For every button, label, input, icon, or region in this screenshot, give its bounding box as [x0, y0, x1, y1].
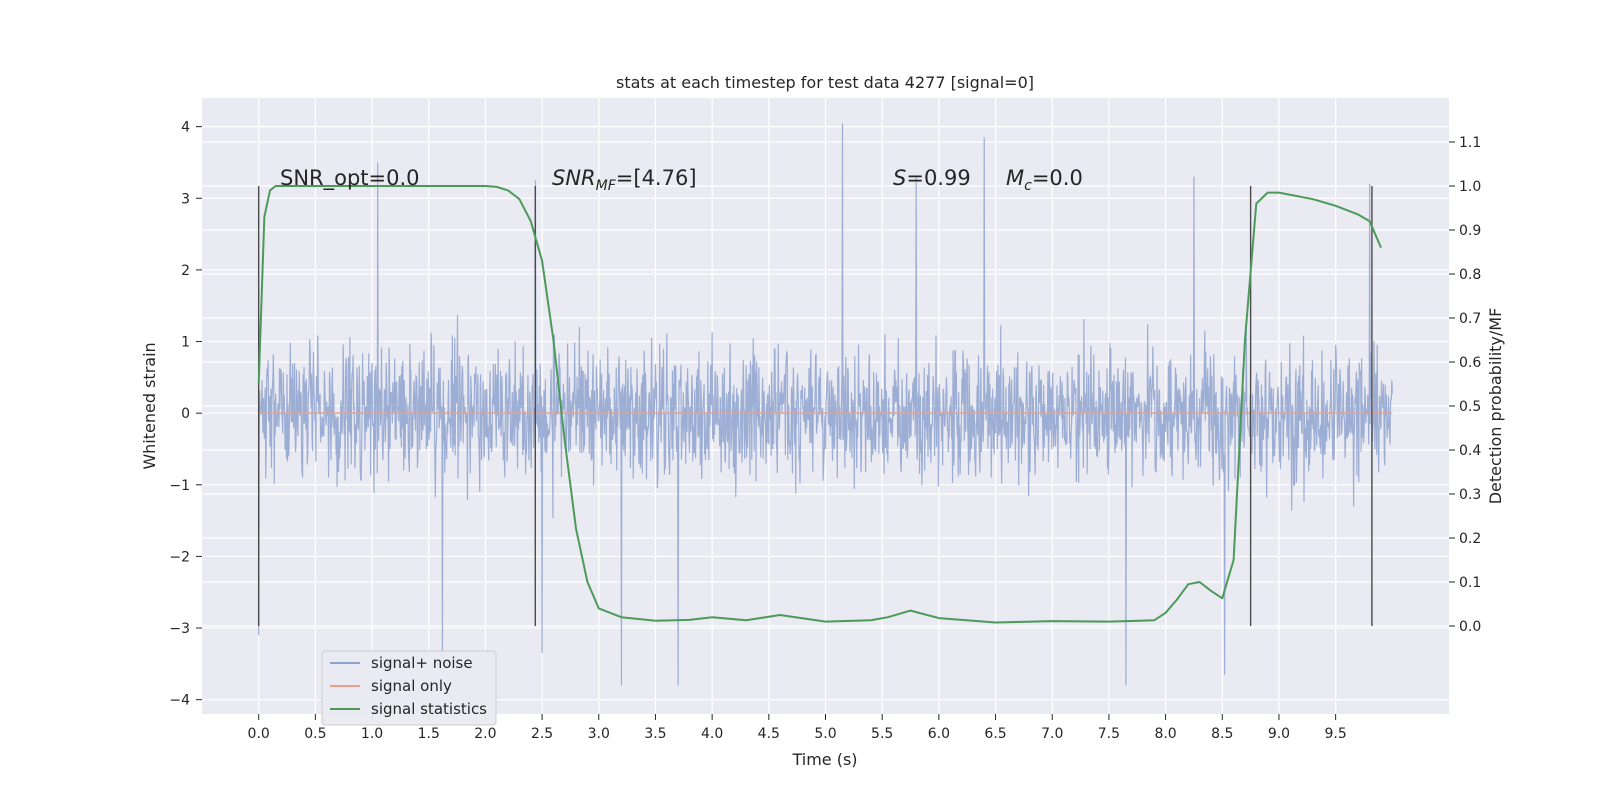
signal-statistics-line — [257, 185, 1382, 624]
annotation-snr-mf: SNRMF=[4.76] — [552, 166, 697, 194]
x-tick-label: 1.5 — [418, 726, 440, 742]
x-tick-label: 7.0 — [1041, 726, 1063, 742]
signal-statistics-series — [257, 185, 1382, 624]
y-tick-label: 4 — [181, 120, 190, 136]
legend-box — [321, 650, 497, 726]
x-tick-label: 6.0 — [928, 726, 950, 742]
y2-tick-label: 0.7 — [1459, 311, 1481, 327]
x-tick-label: 9.0 — [1268, 726, 1290, 742]
x-tick-label: 6.5 — [984, 726, 1006, 742]
y2-tick-label: 0.0 — [1459, 619, 1481, 635]
legend-label-signal-only: signal only — [371, 677, 452, 695]
x-tick-label: 8.5 — [1211, 726, 1233, 742]
x-tick-label: 9.5 — [1325, 726, 1347, 742]
legend-label-signal-noise: signal+ noise — [371, 654, 473, 672]
x-axis-label: Time (s) — [791, 750, 857, 769]
y2-tick-label: 0.1 — [1459, 575, 1481, 591]
x-tick-label: 5.0 — [814, 726, 836, 742]
x-tick-label: 1.0 — [361, 726, 383, 742]
legend: signal+ noise signal only signal statist… — [321, 650, 497, 726]
x-tick-label: 3.5 — [644, 726, 666, 742]
y2-tick-label: 0.2 — [1459, 531, 1481, 547]
y-tick-label: 0 — [181, 406, 190, 422]
vertical-markers — [257, 186, 1373, 626]
chart-title: stats at each timestep for test data 427… — [616, 73, 1034, 92]
y-axis-label: Whitened strain — [140, 342, 159, 469]
y2-tick-label: 0.4 — [1459, 443, 1481, 459]
signal-noise-line — [258, 123, 1393, 686]
annotation-snr-opt: SNR_opt=0.0 — [280, 166, 420, 191]
x-tick-label: 2.5 — [531, 726, 553, 742]
y-tick-label: −3 — [169, 621, 190, 637]
y2-axis-label: Detection probability/MF — [1486, 308, 1505, 505]
legend-label-signal-statistics: signal statistics — [371, 700, 487, 718]
axis-ticks: 0.0 0.5 1.0 1.5 2.0 2.5 3.0 3.5 4.0 4.5 5.0 5.5 6.0 6… — [169, 120, 1481, 742]
y-tick-label: 2 — [181, 263, 190, 279]
x-tick-label: 0.0 — [248, 726, 270, 742]
y2-tick-label: 0.3 — [1459, 487, 1481, 503]
y2-tick-label: 0.6 — [1459, 355, 1481, 371]
x-tick-label: 7.5 — [1098, 726, 1120, 742]
annotation-s: S=0.99 — [893, 166, 971, 190]
x-tick-label: 0.5 — [304, 726, 326, 742]
y2-tick-label: 1.1 — [1459, 135, 1481, 151]
x-tick-label: 5.5 — [871, 726, 893, 742]
y2-tick-label: 1.0 — [1459, 179, 1481, 195]
x-tick-label: 4.0 — [701, 726, 723, 742]
y-tick-label: 3 — [181, 191, 190, 207]
x-tick-label: 2.0 — [474, 726, 496, 742]
y-tick-label: −4 — [169, 693, 190, 709]
x-tick-label: 4.5 — [758, 726, 780, 742]
signal-noise-series — [258, 123, 1393, 686]
y2-tick-label: 0.9 — [1459, 223, 1481, 239]
y2-tick-label: 0.8 — [1459, 267, 1481, 283]
x-tick-label: 8.0 — [1154, 726, 1176, 742]
y2-tick-label: 0.5 — [1459, 399, 1481, 415]
y-tick-label: −2 — [169, 549, 190, 565]
y-tick-label: 1 — [181, 335, 190, 351]
annotation-mc: Mc=0.0 — [1006, 166, 1083, 194]
x-tick-label: 3.0 — [588, 726, 610, 742]
y-tick-label: −1 — [169, 478, 190, 494]
